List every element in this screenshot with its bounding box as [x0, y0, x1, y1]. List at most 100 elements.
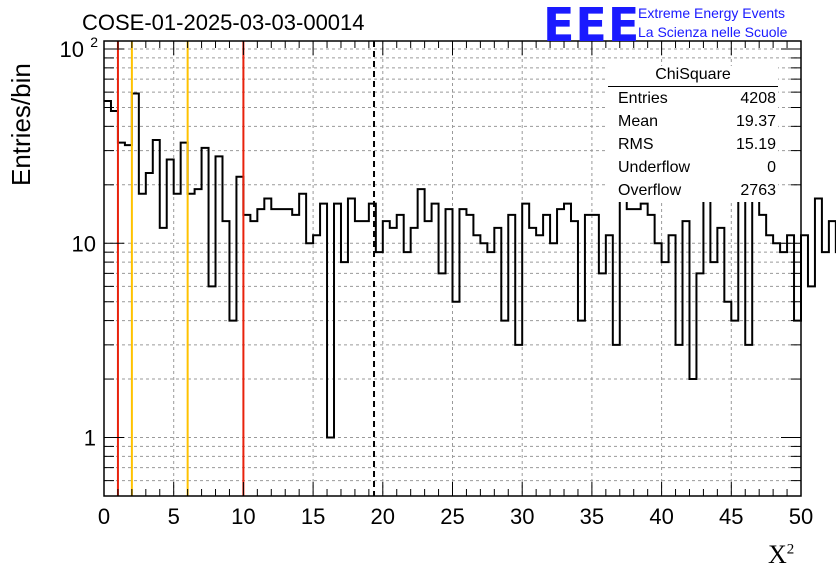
histogram-bin	[557, 209, 564, 496]
histogram-bin	[459, 209, 466, 496]
histogram-bin	[759, 215, 766, 496]
histogram-bin	[627, 209, 634, 496]
histogram-bin	[222, 221, 229, 496]
histogram-bin	[752, 189, 759, 496]
histogram-bin	[348, 199, 355, 496]
x-tick-label: 40	[649, 504, 673, 529]
x-tick-label: 10	[231, 504, 255, 529]
histogram-bin	[139, 194, 146, 496]
histogram-bin	[299, 194, 306, 496]
histogram-bin	[822, 252, 829, 496]
histogram-bin	[181, 143, 188, 496]
histogram-bin	[689, 379, 696, 496]
histogram-bin	[501, 321, 508, 496]
brand-block: EEE Extreme Energy Events La Scienza nel…	[543, 0, 833, 52]
histogram-bin	[829, 221, 836, 496]
stats-row-mean: Mean 19.37	[608, 110, 778, 133]
histogram-bin	[634, 209, 641, 496]
histogram-bin	[160, 228, 167, 496]
stats-title: ChiSquare	[608, 66, 778, 87]
histogram-bin	[334, 204, 341, 496]
stats-label: RMS	[618, 136, 654, 153]
histogram-bin	[285, 209, 292, 496]
histogram-bin	[794, 321, 801, 496]
histogram-bin	[662, 262, 669, 496]
histogram-bin	[362, 221, 369, 496]
y-axis-label: Entries/bin	[6, 63, 36, 186]
histogram-bin	[313, 235, 320, 496]
histogram-bin	[780, 252, 787, 496]
histogram-bin	[473, 235, 480, 496]
histogram-bin	[446, 209, 453, 496]
histogram-bin	[641, 204, 648, 496]
x-tick-label: 0	[98, 504, 110, 529]
histogram-bin	[731, 321, 738, 496]
x-tick-label: 5	[168, 504, 180, 529]
x-axis-label-text: X	[768, 540, 787, 569]
histogram-bin	[599, 273, 606, 496]
stats-label: Entries	[618, 90, 668, 107]
histogram-bin	[153, 140, 160, 496]
histogram-bin	[522, 204, 529, 496]
x-tick-label: 45	[719, 504, 743, 529]
x-tick-label: 15	[301, 504, 325, 529]
histogram-bin	[397, 215, 404, 496]
x-tick-label: 30	[510, 504, 534, 529]
brand-line-1: Extreme Energy Events	[638, 5, 786, 21]
histogram-bin	[606, 235, 613, 496]
histogram-bin	[564, 204, 571, 496]
histogram-bin	[529, 228, 536, 496]
histogram-bin	[536, 235, 543, 496]
histogram-bin	[508, 215, 515, 496]
histogram-bin	[418, 189, 425, 496]
histogram-bin	[125, 145, 132, 496]
histogram-bin	[411, 228, 418, 496]
histogram-bin	[578, 321, 585, 496]
histogram-bin	[745, 345, 752, 496]
x-tick-label: 50	[789, 504, 813, 529]
histogram-bin	[550, 243, 557, 496]
stats-row-entries: Entries 4208	[608, 87, 778, 110]
histogram-bin	[327, 438, 334, 496]
stats-value: 4208	[740, 90, 776, 107]
histogram-bin	[195, 189, 202, 496]
stats-label: Mean	[618, 113, 659, 130]
histogram-bin	[355, 221, 362, 496]
histogram-bin	[515, 345, 522, 496]
histogram-bin	[571, 221, 578, 496]
x-tick-label: 35	[580, 504, 604, 529]
histogram-bin	[271, 209, 278, 496]
eee-logo: EEE	[543, 0, 641, 52]
histogram-bin	[341, 262, 348, 496]
histogram-step-line	[104, 92, 836, 439]
histogram-bin	[480, 243, 487, 496]
histogram-bin	[494, 228, 501, 496]
stats-row-overflow: Overflow 2763	[608, 179, 778, 202]
stats-value: 19.37	[735, 113, 776, 130]
histogram-bin	[487, 252, 494, 496]
y-tick-label-sup: 2	[90, 34, 98, 50]
histogram-bin	[104, 101, 111, 496]
histogram-bin	[292, 215, 299, 496]
histogram-bin	[174, 194, 181, 496]
histogram-bin	[118, 143, 125, 496]
histogram-bin	[404, 252, 411, 496]
histogram-bin	[717, 228, 724, 496]
histogram-bin	[306, 243, 313, 496]
histogram-bin	[808, 286, 815, 496]
stats-value: 15.19	[735, 136, 776, 153]
stats-label: Underflow	[618, 159, 691, 176]
histogram-bin	[696, 273, 703, 496]
histogram-bin	[613, 345, 620, 496]
histogram-bin	[229, 321, 236, 496]
histogram-bin	[676, 345, 683, 496]
histogram-bin	[320, 204, 327, 496]
histogram-bin	[648, 215, 655, 496]
histogram-bin	[202, 148, 209, 496]
stats-label: Overflow	[618, 182, 682, 199]
histogram-bin	[773, 243, 780, 496]
histogram-bin	[432, 204, 439, 496]
histogram-bin	[655, 243, 662, 496]
stats-value: 2763	[740, 182, 776, 199]
histogram-bin	[815, 199, 822, 496]
